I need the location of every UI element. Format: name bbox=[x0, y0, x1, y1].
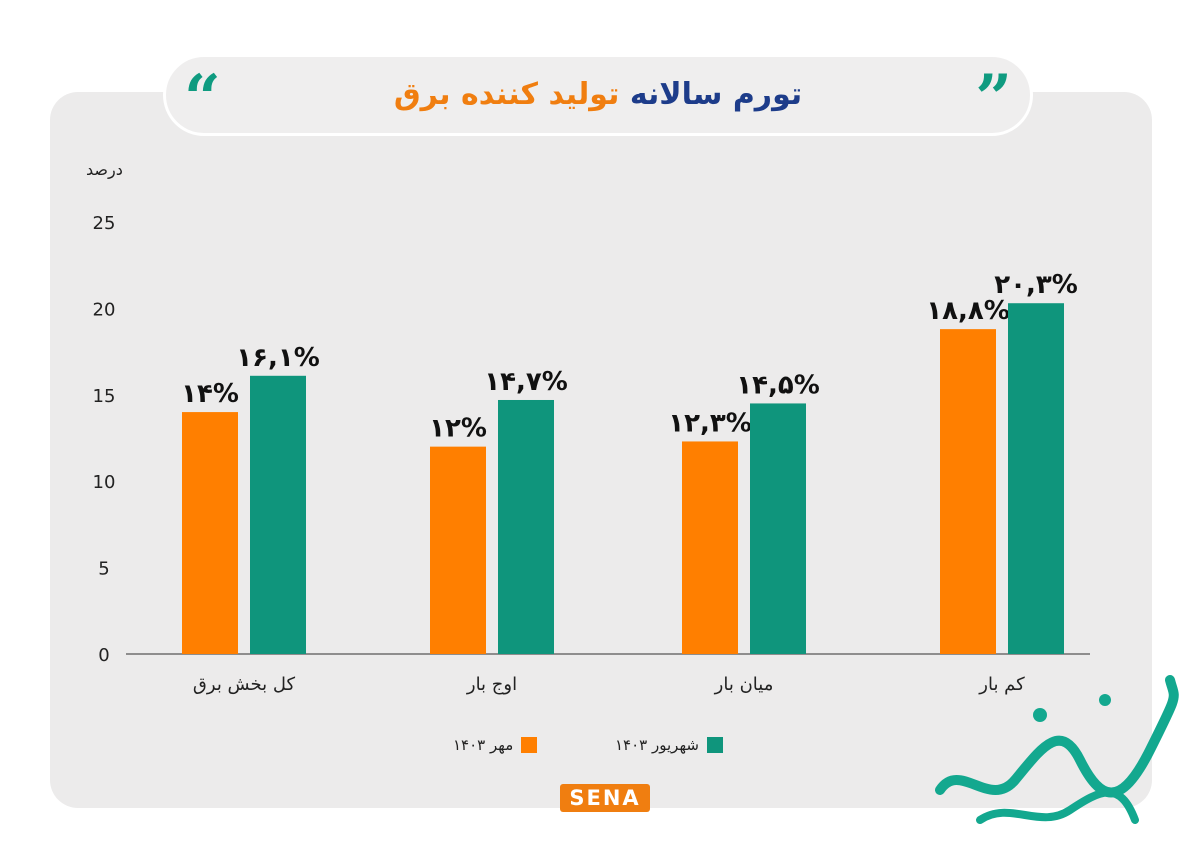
data-label: ۱۲% bbox=[429, 414, 487, 444]
quote-close-icon: ” bbox=[975, 61, 1012, 136]
x-tick-label: اوج بار bbox=[466, 674, 517, 695]
bar-shahrivar bbox=[498, 399, 554, 654]
data-label: ۱۲,۳% bbox=[668, 408, 752, 438]
y-tick-label: 5 bbox=[98, 559, 109, 580]
data-label: ۲۰,۳% bbox=[994, 270, 1078, 300]
y-tick-label: 20 bbox=[93, 299, 116, 320]
bar-shahrivar bbox=[750, 403, 806, 654]
sena-logo: SENA bbox=[560, 784, 650, 812]
x-tick-label: کل بخش برق bbox=[193, 674, 296, 695]
quote-open-icon: “ bbox=[184, 61, 221, 136]
bar-shahrivar bbox=[1008, 303, 1064, 654]
y-tick-label: 0 bbox=[98, 645, 109, 666]
bar-mehr bbox=[940, 329, 996, 654]
data-label: ۱۶,۱% bbox=[236, 343, 320, 373]
x-tick-label: کم بار bbox=[978, 674, 1025, 695]
data-label: ۱۸,۸% bbox=[926, 296, 1010, 326]
legend-swatch-shahrivar bbox=[706, 737, 723, 753]
chart-title: تورم سالانه تولید کننده برق bbox=[166, 77, 1030, 112]
data-label: ۱۴,۷% bbox=[484, 367, 568, 397]
legend-item-shahrivar: شهریور ۱۴۰۳ bbox=[615, 736, 723, 754]
bar-mehr bbox=[182, 412, 238, 654]
y-tick-label: 10 bbox=[93, 472, 116, 493]
legend-item-mehr: مهر ۱۴۰۳ bbox=[453, 736, 538, 754]
y-tick-label: 15 bbox=[93, 386, 116, 407]
y-tick-label: 25 bbox=[93, 213, 116, 234]
y-axis-unit-label: درصد bbox=[86, 160, 123, 179]
bar-mehr bbox=[430, 446, 486, 654]
data-label: ۱۴,۵% bbox=[736, 370, 820, 400]
bar-shahrivar bbox=[250, 375, 306, 654]
title-part-2: تولید کننده برق bbox=[393, 77, 620, 112]
legend-label-shahrivar: شهریور ۱۴۰۳ bbox=[615, 736, 699, 754]
x-tick-label: میان بار bbox=[714, 674, 774, 695]
watermark-logo bbox=[935, 675, 1179, 824]
data-label: ۱۴% bbox=[181, 379, 239, 409]
title-banner: “ تورم سالانه تولید کننده برق ” bbox=[163, 54, 1033, 136]
legend-label-mehr: مهر ۱۴۰۳ bbox=[453, 736, 514, 754]
bar-mehr bbox=[682, 441, 738, 654]
title-part-1: تورم سالانه bbox=[629, 77, 803, 112]
legend-swatch-mehr bbox=[521, 737, 538, 753]
